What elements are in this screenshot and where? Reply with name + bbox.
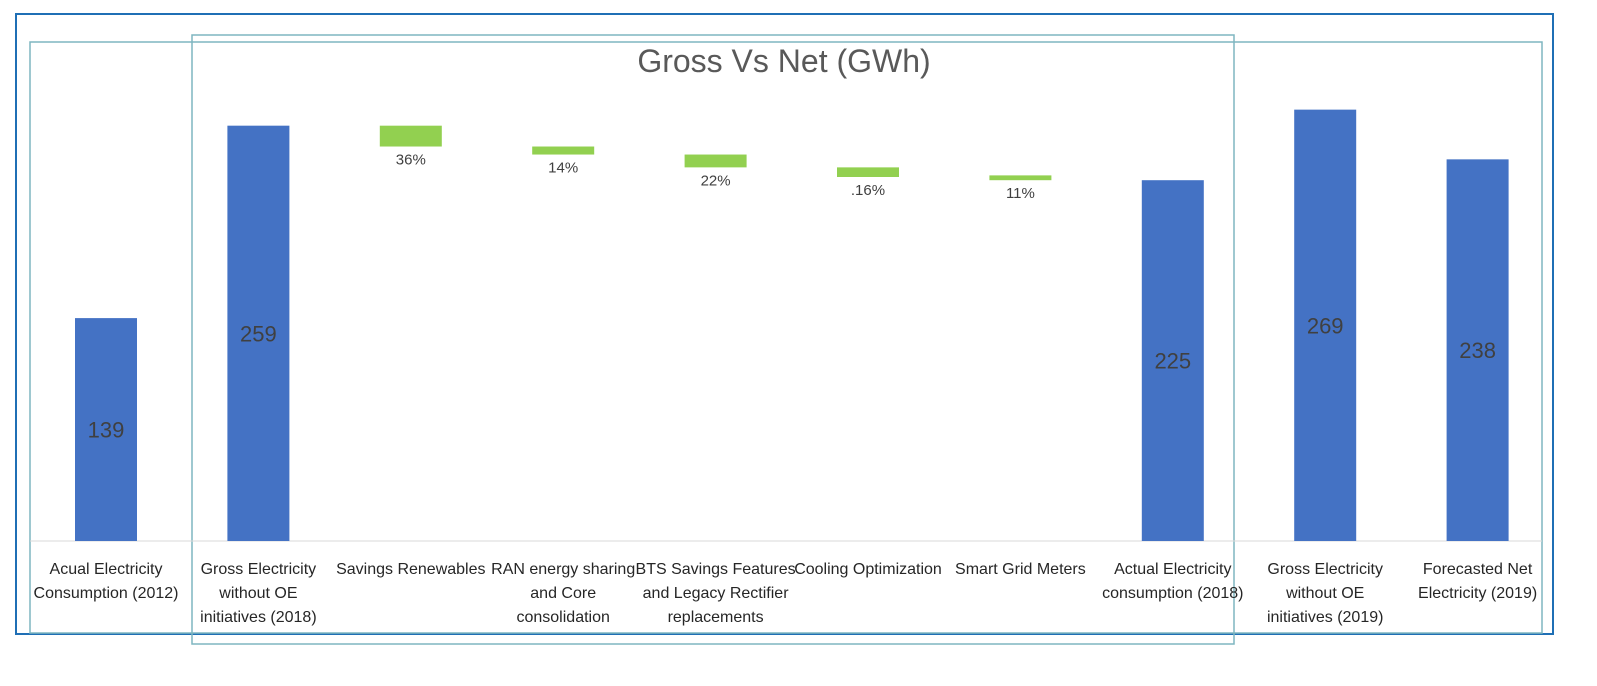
savings-bar (684, 154, 747, 168)
value-labels-layer: 139 259 36% 14% 22% .16% 11% 225 269 238 (88, 152, 1496, 443)
category-label: Acual Electricity Consumption (2012) (34, 561, 179, 602)
savings-bar (532, 146, 595, 155)
category-label: Gross Electricity without OE initiatives (… (200, 561, 317, 626)
category-label-line: consolidation (516, 609, 609, 626)
total-bar (1294, 109, 1357, 541)
category-label-line: without OE (218, 585, 297, 602)
category-label-line: Gross Electricity (201, 561, 317, 578)
inner-frame-center (191, 34, 1235, 645)
category-label-line: Acual Electricity (50, 561, 163, 578)
data-label: 225 (1154, 349, 1191, 374)
category-label: Gross Electricity without OE initiatives (… (1267, 561, 1384, 626)
category-label-line: replacements (668, 609, 764, 626)
category-label-line: Gross Electricity (1267, 561, 1383, 578)
data-label: 259 (240, 321, 277, 346)
category-label: Forecasted Net Electricity (2019) (1418, 561, 1537, 602)
savings-bar (379, 125, 442, 147)
data-label: .16% (851, 182, 885, 199)
data-label: 36% (396, 152, 426, 169)
category-label: RAN energy sharing and Core consolidation (491, 561, 635, 626)
savings-bar (989, 175, 1052, 181)
category-label-line: without OE (1285, 585, 1364, 602)
category-label-line: Electricity (2019) (1418, 585, 1537, 602)
category-label-line: Actual Electricity (1114, 561, 1231, 578)
category-label-line: Forecasted Net (1423, 561, 1533, 578)
category-label: Cooling Optimization (794, 561, 942, 578)
category-label-line: Cooling Optimization (794, 561, 942, 578)
outer-frame (15, 13, 1554, 635)
category-label-line: Smart Grid Meters (955, 561, 1086, 578)
total-bar (75, 318, 137, 541)
data-label: 11% (1006, 185, 1035, 202)
category-label: Actual Electricity consumption (2018) (1102, 561, 1243, 602)
category-label-line: BTS Savings Features (636, 561, 796, 578)
category-labels-layer: Acual Electricity Consumption (2012) Gross… (34, 561, 1538, 626)
category-label-line: initiatives (2018) (200, 609, 317, 626)
total-bar (1141, 180, 1204, 542)
data-label: 269 (1307, 313, 1344, 338)
category-label: Smart Grid Meters (955, 561, 1086, 578)
data-label: 139 (88, 418, 125, 443)
data-label: 238 (1459, 338, 1496, 363)
category-label-line: consumption (2018) (1102, 585, 1243, 602)
bars-layer (75, 109, 1509, 542)
category-label-line: RAN energy sharing (491, 561, 635, 578)
category-label: BTS Savings Features and Legacy Rectifier… (636, 561, 796, 626)
savings-bar (837, 167, 899, 177)
total-bar (1446, 159, 1509, 541)
data-label: 22% (701, 172, 731, 189)
category-label-line: and Core (530, 585, 596, 602)
chart-title: Gross Vs Net (GWh) (637, 43, 930, 79)
total-bar (227, 125, 290, 542)
category-label-line: Savings Renewables (336, 561, 485, 578)
data-label: 14% (548, 160, 578, 177)
category-label-line: and Legacy Rectifier (643, 585, 790, 602)
category-label-line: Consumption (2012) (34, 585, 179, 602)
category-label-line: initiatives (2019) (1267, 609, 1384, 626)
inner-frame-wide (29, 41, 1543, 634)
category-label: Savings Renewables (336, 561, 485, 578)
